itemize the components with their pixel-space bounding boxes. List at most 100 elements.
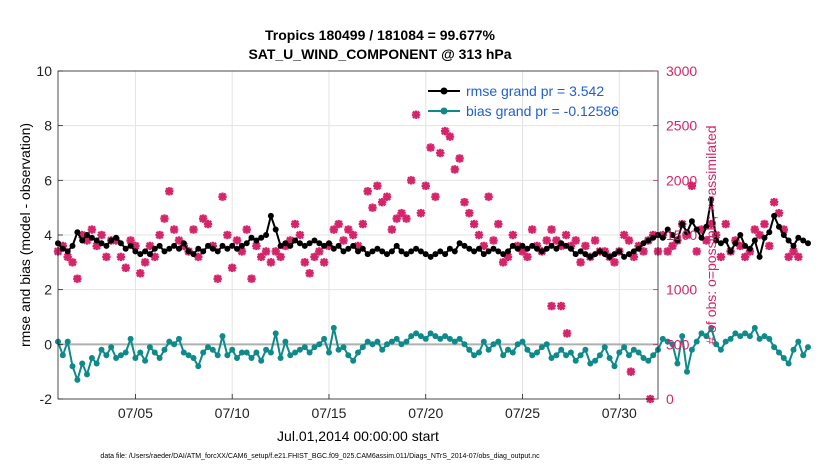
rmse-series-point: [345, 245, 352, 252]
obs-point: [295, 230, 305, 240]
bias-series-point: [780, 355, 787, 361]
bias-series-point: [330, 324, 337, 331]
obs-point: [334, 219, 343, 229]
rmse-series-point: [258, 234, 265, 241]
rmse-series-point: [384, 251, 390, 258]
rmse-series-point: [403, 251, 410, 258]
obs-point: [339, 236, 348, 245]
bias-series-point: [258, 357, 265, 364]
rmse-series-point: [688, 218, 695, 225]
bias-series-point: [751, 324, 758, 331]
bias-series-point: [495, 338, 502, 345]
bias-series-point: [442, 333, 449, 340]
bias-series-point: [369, 341, 376, 348]
obs-point: [687, 181, 697, 190]
rmse-series-point: [616, 248, 623, 255]
rmse-series-point: [601, 251, 608, 258]
rmse-series-point: [267, 212, 274, 219]
rmse-series-point: [713, 237, 720, 244]
obs-point: [189, 225, 198, 234]
bias-series-point: [316, 341, 323, 348]
bias-series-point: [534, 349, 540, 356]
y-tick-label: 6: [44, 172, 52, 188]
rmse-series-point: [485, 248, 492, 255]
obs-point: [387, 225, 397, 234]
rmse-series-point: [127, 242, 134, 249]
bias-series-point: [113, 355, 120, 361]
bias-series-point: [795, 338, 802, 345]
rmse-series-point: [611, 251, 618, 258]
obs-point: [116, 252, 126, 262]
bias-series-point: [437, 335, 444, 342]
rmse-series-point: [558, 240, 565, 247]
bias-series-point: [490, 341, 497, 348]
obs-point: [358, 219, 368, 229]
obs-point: [305, 269, 314, 278]
bias-series-point: [267, 349, 274, 356]
obs-point: [610, 258, 619, 267]
obs-outlier-point: [562, 329, 572, 338]
obs-point: [416, 208, 426, 218]
rmse-series-point: [717, 240, 724, 247]
rmse-series-point: [664, 226, 671, 233]
obs-point: [73, 274, 82, 283]
obs-point: [794, 252, 803, 262]
bias-series-point: [756, 335, 763, 342]
bias-series-point: [451, 338, 458, 345]
bias-series-point: [480, 338, 487, 345]
bias-series-point: [180, 349, 187, 356]
bias-series-point: [746, 333, 753, 340]
bias-series-point: [364, 338, 371, 345]
rmse-series-point: [103, 242, 110, 249]
rmse-series-point: [311, 237, 318, 244]
obs-point: [140, 258, 150, 267]
rmse-series-point: [142, 248, 149, 255]
bias-series-point: [311, 344, 318, 351]
bias-series-point: [219, 333, 226, 340]
obs-outlier-point: [557, 301, 566, 311]
obs-point: [426, 143, 435, 152]
obs-point: [469, 219, 479, 229]
bias-series-point: [446, 335, 453, 342]
y-right-tick-label: 500: [666, 336, 690, 352]
bias-series-point: [98, 346, 105, 353]
rmse-series-point: [166, 245, 173, 252]
rmse-series-point: [790, 242, 797, 249]
obs-point: [474, 230, 484, 240]
bias-series-point: [572, 357, 579, 364]
bias-series-point: [166, 338, 173, 345]
rmse-series-point: [524, 245, 531, 252]
rmse-series-point: [379, 248, 386, 255]
rmse-series-point: [253, 237, 260, 244]
rmse-series-point: [693, 226, 700, 233]
bias-series-point: [151, 349, 158, 356]
rmse-series-point: [146, 251, 153, 258]
bias-series-point: [664, 338, 671, 345]
rmse-series-point: [645, 237, 652, 244]
y-tick-label: 10: [36, 63, 52, 79]
bias-series-point: [601, 344, 608, 351]
rmse-series-point: [505, 248, 511, 255]
rmse-series-point: [388, 248, 395, 255]
bias-series-point: [519, 338, 526, 345]
rmse-series-point: [785, 237, 792, 244]
rmse-series-point: [471, 248, 478, 255]
bias-series-point: [761, 333, 768, 340]
obs-point: [508, 230, 518, 240]
rmse-series-point: [340, 248, 347, 255]
obs-point: [590, 236, 600, 245]
obs-point: [300, 258, 309, 267]
y-right-tick-label: 0: [666, 391, 674, 407]
obs-point: [440, 126, 450, 136]
rmse-series-point: [364, 251, 371, 258]
rmse-series-point: [185, 248, 192, 255]
obs-point: [411, 110, 421, 119]
rmse-series-point: [630, 248, 637, 255]
rmse-series-point: [572, 251, 579, 258]
y-tick-label: 0: [44, 336, 52, 352]
bias-series-point: [727, 335, 734, 342]
rmse-series-point: [176, 245, 182, 252]
bias-series-point: [800, 352, 807, 359]
y-tick-label: 2: [44, 282, 52, 298]
obs-point: [97, 230, 106, 240]
